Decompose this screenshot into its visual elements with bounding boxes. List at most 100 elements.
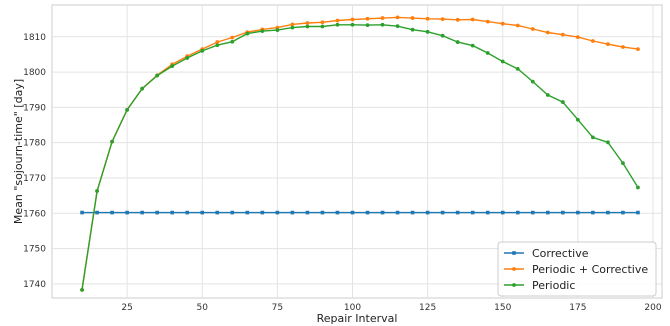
legend-label: Periodic xyxy=(532,279,575,292)
data-point xyxy=(335,22,340,27)
data-point xyxy=(350,22,355,27)
data-point xyxy=(636,47,640,52)
data-point xyxy=(515,23,520,28)
data-point xyxy=(470,43,475,48)
data-point xyxy=(530,27,535,31)
data-point xyxy=(606,42,610,47)
y-tick-label: 1750 xyxy=(23,245,46,255)
data-point xyxy=(621,45,625,49)
data-point xyxy=(170,210,174,215)
data-point xyxy=(110,139,114,144)
data-point xyxy=(455,17,460,22)
data-point xyxy=(545,30,550,35)
data-point xyxy=(455,40,460,44)
x-tick-label: 100 xyxy=(344,303,361,313)
data-point xyxy=(170,64,175,68)
data-point xyxy=(636,210,640,215)
data-point xyxy=(606,210,610,215)
legend-label: Corrective xyxy=(532,247,589,260)
data-point xyxy=(561,210,565,215)
data-point xyxy=(125,107,130,112)
data-point xyxy=(215,40,220,44)
data-point xyxy=(140,210,144,215)
data-point xyxy=(425,16,430,21)
data-point xyxy=(155,210,159,215)
data-point xyxy=(380,16,385,20)
data-point xyxy=(380,210,385,215)
data-point xyxy=(470,210,475,215)
x-tick-label: 150 xyxy=(494,303,511,313)
data-point xyxy=(591,210,595,215)
data-point xyxy=(260,29,265,34)
data-point xyxy=(545,93,550,97)
data-point xyxy=(425,210,430,215)
data-point xyxy=(230,35,235,40)
data-point xyxy=(80,210,84,215)
data-point xyxy=(455,210,460,215)
data-point xyxy=(260,210,265,215)
data-point xyxy=(125,210,129,215)
data-point xyxy=(485,51,490,55)
data-point xyxy=(530,79,535,84)
y-tick-label: 1800 xyxy=(23,68,46,78)
data-point xyxy=(365,16,370,21)
y-axis-ticks: 1740 1750 1760 1770 1780 1790 1800 1810 xyxy=(23,33,46,290)
legend-label: Periodic + Corrective xyxy=(532,263,648,276)
data-point xyxy=(410,27,415,32)
legend: Corrective Periodic + Corrective Periodic xyxy=(497,241,657,297)
data-point xyxy=(395,24,400,29)
legend-item: Corrective xyxy=(504,247,589,260)
data-point xyxy=(590,39,595,43)
data-point xyxy=(320,24,325,29)
data-point xyxy=(380,22,385,27)
data-point xyxy=(560,100,565,104)
data-point xyxy=(530,210,535,215)
data-point xyxy=(470,17,475,22)
data-point xyxy=(320,20,325,25)
data-point xyxy=(275,210,280,215)
y-tick-label: 1780 xyxy=(23,139,46,149)
y-tick-label: 1740 xyxy=(23,280,46,290)
data-point xyxy=(500,59,505,64)
data-point xyxy=(515,66,520,71)
data-point xyxy=(395,210,400,215)
data-point xyxy=(335,210,340,215)
data-point xyxy=(485,210,490,215)
legend-item: Periodic + Corrective xyxy=(504,263,648,276)
x-tick-label: 75 xyxy=(272,303,283,313)
data-point xyxy=(440,33,445,38)
x-tick-label: 175 xyxy=(569,303,586,313)
x-tick-label: 200 xyxy=(644,303,661,313)
data-point xyxy=(290,25,295,30)
data-point xyxy=(245,31,250,36)
data-point xyxy=(440,210,445,215)
data-point xyxy=(215,43,220,48)
data-point xyxy=(110,210,114,215)
legend-marker xyxy=(512,267,516,271)
data-point xyxy=(245,210,250,215)
data-point xyxy=(290,22,295,27)
data-point xyxy=(305,24,310,29)
x-tick-label: 125 xyxy=(419,303,436,313)
data-point xyxy=(305,210,310,215)
data-point xyxy=(440,17,445,22)
data-point xyxy=(350,17,355,22)
data-point xyxy=(425,29,430,34)
y-tick-label: 1760 xyxy=(23,209,46,219)
data-point xyxy=(185,210,190,215)
series-periodic xyxy=(80,22,640,292)
y-axis-label: Mean "sojourn-time" [day] xyxy=(12,79,25,224)
data-point xyxy=(95,210,99,215)
data-point xyxy=(140,86,145,91)
data-point xyxy=(621,161,625,166)
data-point xyxy=(290,210,295,215)
data-point xyxy=(320,210,325,215)
data-point xyxy=(576,210,580,215)
data-point xyxy=(575,35,580,40)
data-point xyxy=(215,210,220,215)
data-point xyxy=(155,73,160,78)
data-point xyxy=(546,210,550,215)
x-tick-label: 50 xyxy=(197,303,209,313)
x-tick-label: 25 xyxy=(121,303,132,313)
